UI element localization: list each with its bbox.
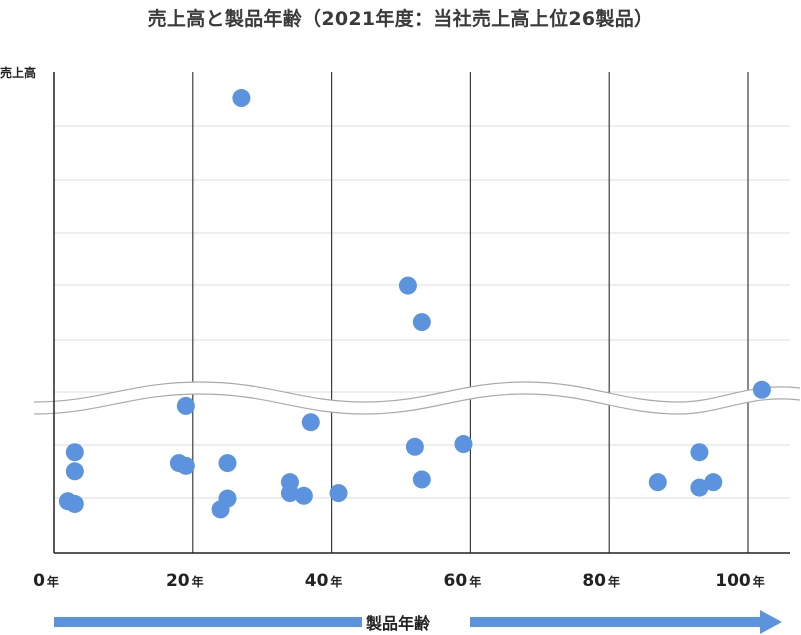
data-point (218, 454, 237, 473)
axis-break (33, 381, 801, 415)
data-point (412, 470, 431, 489)
data-point (329, 484, 348, 503)
axes (53, 72, 790, 554)
data-point (176, 396, 195, 415)
data-point (294, 486, 313, 505)
data-point (412, 313, 431, 332)
x-tick-label: 20 年 (166, 571, 204, 591)
data-points (58, 89, 771, 519)
data-point (398, 276, 417, 295)
data-point (405, 437, 424, 456)
x-axis-arrow (54, 610, 782, 634)
arrow-shaft-left (54, 617, 362, 627)
x-tick-label: 40 年 (305, 571, 343, 591)
data-point (454, 435, 473, 454)
grid-layer (54, 72, 790, 553)
data-point (648, 473, 667, 492)
chart-title: 売上高と製品年齢（2021年度：当社売上高上位26製品） (147, 8, 654, 30)
arrow-head (760, 610, 782, 634)
data-point (690, 478, 709, 497)
data-point (176, 456, 195, 475)
x-tick-label: 60 年 (444, 571, 482, 591)
data-point (65, 443, 84, 462)
x-tick-label: 80 年 (582, 571, 620, 591)
data-point (232, 89, 251, 108)
data-point (301, 413, 320, 432)
break-line-bottom (33, 393, 801, 415)
data-point (65, 494, 84, 513)
data-point (690, 443, 709, 462)
x-tick-label: 100 年 (715, 571, 765, 591)
y-axis-label: 売上高 (0, 65, 36, 80)
data-point (211, 500, 230, 519)
data-point (65, 462, 84, 481)
x-axis-label: 製品年齢 (366, 614, 431, 633)
x-tick-labels: 0 年 20 年 40 年 60 年 80 年 100 年 (33, 571, 765, 591)
data-point (704, 473, 723, 492)
data-point (280, 484, 299, 503)
break-line-top (33, 381, 801, 403)
data-point (752, 380, 771, 399)
arrow-shaft-right (470, 617, 762, 627)
